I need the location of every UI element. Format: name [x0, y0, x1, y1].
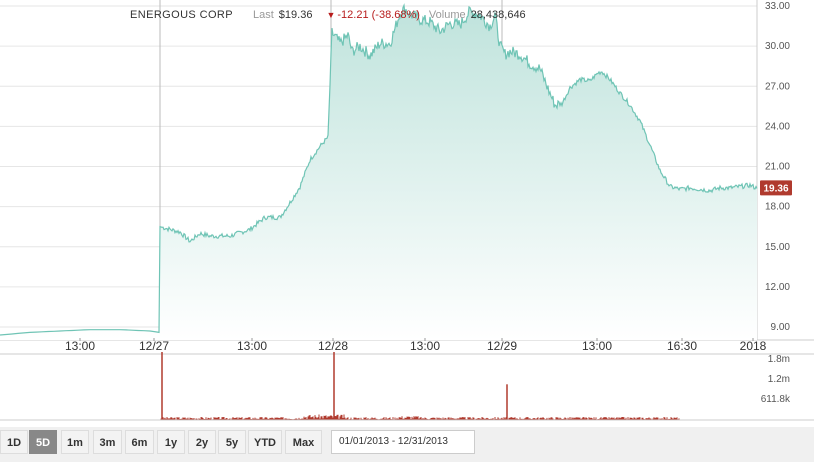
time-tick-label: 12/27 — [139, 339, 169, 353]
price-tick-label: 12.00 — [765, 282, 790, 293]
price-tick-label: 24.00 — [765, 121, 790, 132]
change-value: -12.21 (-38.68%) — [337, 9, 420, 21]
price-axis: 33.00 30.00 27.00 24.00 21.00 18.00 15.00 12.00… — [765, 1, 790, 333]
price-line — [0, 3, 758, 336]
time-tick-label: 12/28 — [318, 339, 348, 353]
range-button-6m[interactable]: 6m — [125, 430, 154, 454]
range-button-1d[interactable]: 1D — [0, 430, 28, 454]
price-tick-label: 27.00 — [765, 81, 790, 92]
range-button-max[interactable]: Max — [285, 430, 322, 454]
volume-value: 28,438,646 — [470, 9, 526, 21]
last-price: $19.36 — [278, 9, 313, 21]
quote-header: ENERGOUS CORP Last $19.36 ▼ -12.21 (-38.6… — [130, 5, 526, 25]
volume-panel: 1.8m 1.2m 611.8k — [0, 352, 814, 421]
price-tick-label: 9.00 — [771, 322, 791, 333]
last-label: Last — [253, 9, 274, 21]
range-button-1y[interactable]: 1y — [157, 430, 185, 454]
price-area — [0, 5, 757, 341]
volume-tick-label: 1.8m — [768, 354, 790, 365]
range-button-ytd[interactable]: YTD — [248, 430, 282, 454]
range-button-3m[interactable]: 3m — [93, 430, 122, 454]
last-price-badge: 19.36 — [760, 180, 792, 196]
price-tick-label: 15.00 — [765, 242, 790, 253]
last-price-badge-label: 19.36 — [763, 183, 788, 194]
range-button-5y[interactable]: 5y — [218, 430, 246, 454]
date-range-input[interactable]: 01/01/2013 - 12/31/2013 — [331, 430, 475, 454]
time-axis: 13:00 12/27 13:00 12/28 13:00 12/29 13:00 16:30… — [65, 338, 767, 353]
down-arrow-icon: ▼ — [326, 10, 336, 20]
stock-chart: 33.00 30.00 27.00 24.00 21.00 18.00 15.00 12.00… — [0, 0, 814, 421]
volume-tick-label: 611.8k — [761, 394, 791, 405]
last-price-badge-bg — [760, 180, 792, 196]
range-toolbar: 1D 5D 1m 3m 6m 1y 2y 5y YTD Max 01/01/20… — [0, 427, 814, 462]
company-name: ENERGOUS CORP — [130, 9, 233, 21]
time-tick-label: 16:30 — [667, 339, 697, 353]
price-tick-label: 33.00 — [765, 1, 790, 12]
time-tick-label: 13:00 — [237, 339, 267, 353]
price-change: ▼ -12.21 (-38.68%) — [326, 9, 419, 21]
volume-label: Volume — [428, 9, 466, 21]
time-tick-label: 13:00 — [582, 339, 612, 353]
time-tick-label: 13:00 — [65, 339, 95, 353]
range-button-5d[interactable]: 5D — [29, 430, 57, 454]
price-tick-label: 30.00 — [765, 41, 790, 52]
range-button-1m[interactable]: 1m — [61, 430, 89, 454]
time-tick-label: 2018 — [740, 339, 767, 353]
range-button-2y[interactable]: 2y — [188, 430, 216, 454]
volume-tick-label: 1.2m — [768, 374, 790, 385]
time-tick-label: 13:00 — [410, 339, 440, 353]
time-tick-label: 12/29 — [487, 339, 517, 353]
price-tick-label: 18.00 — [765, 202, 790, 213]
price-tick-label: 21.00 — [765, 162, 790, 173]
